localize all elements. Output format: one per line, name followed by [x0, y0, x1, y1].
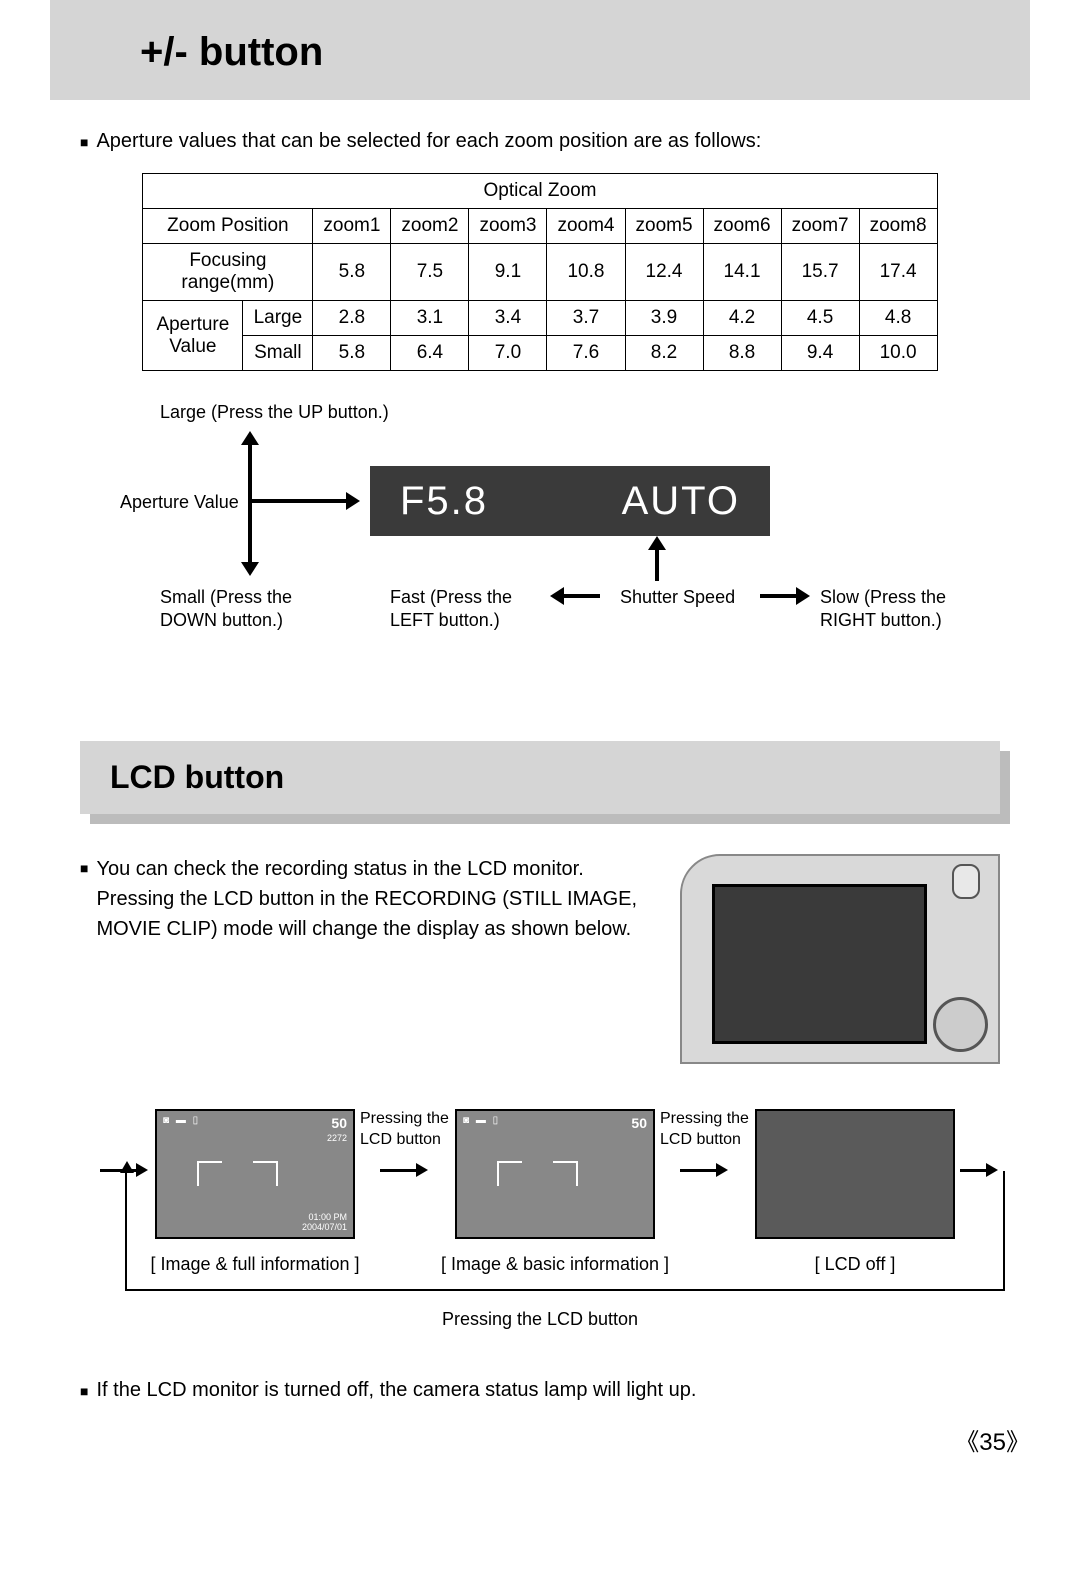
- footnote-line: ■ If the LCD monitor is turned off, the …: [80, 1379, 1000, 1402]
- frame-sub: 2272: [327, 1133, 347, 1143]
- seq-arrow-label-1: Pressing the LCD button: [360, 1109, 449, 1151]
- section2-title: LCD button: [80, 741, 1000, 814]
- lbl-slow: Slow (Press the RIGHT button.): [820, 586, 946, 633]
- hdr-large: Large: [243, 301, 313, 336]
- cell: 4.8: [859, 301, 937, 336]
- cell: 4.2: [703, 301, 781, 336]
- cell: 12.4: [625, 244, 703, 301]
- cell: 17.4: [859, 244, 937, 301]
- lbl-large: Large (Press the UP button.): [160, 401, 389, 424]
- camera-screen: [712, 884, 927, 1044]
- col-zoom: zoom1: [313, 209, 391, 244]
- loop-label: Pressing the LCD button: [80, 1309, 1000, 1330]
- cell: 3.1: [391, 301, 469, 336]
- cell: 4.5: [781, 301, 859, 336]
- lcd-readout: F5.8 AUTO: [370, 466, 770, 536]
- arrow-left-icon: [560, 594, 600, 598]
- lcd-intro-line: ■ You can check the recording status in …: [80, 854, 650, 1044]
- cell: 7.0: [469, 336, 547, 371]
- cell: 7.5: [391, 244, 469, 301]
- arrow-to-lcd-icon: [250, 499, 350, 503]
- lcd-right: AUTO: [622, 479, 740, 524]
- arrow-down-icon: [248, 476, 252, 566]
- cell: 9.1: [469, 244, 547, 301]
- bullet-icon: ■: [80, 1383, 88, 1399]
- cell: 5.8: [313, 336, 391, 371]
- intro-text: Aperture values that can be selected for…: [96, 130, 761, 153]
- col-zoom: zoom2: [391, 209, 469, 244]
- cell: 7.6: [547, 336, 625, 371]
- loop-line: [125, 1171, 1005, 1291]
- cell: 5.8: [313, 244, 391, 301]
- hdr-small: Small: [243, 336, 313, 371]
- col-zoom: zoom6: [703, 209, 781, 244]
- seq-arrow-label-2: Pressing the LCD button: [660, 1109, 749, 1151]
- arrow-right-icon: [760, 594, 800, 598]
- camera-dial: [933, 997, 988, 1052]
- cell: 8.2: [625, 336, 703, 371]
- arrow-shutter-up-icon: [655, 546, 659, 581]
- frame-icons: ◙ ▬ ▯: [463, 1115, 500, 1126]
- hdr-focus: Focusing range(mm): [143, 244, 313, 301]
- col-zoom: zoom7: [781, 209, 859, 244]
- camera-illustration: [680, 854, 1000, 1064]
- cell: 3.9: [625, 301, 703, 336]
- aperture-table: Optical Zoom Zoom Position zoom1 zoom2 z…: [142, 173, 937, 371]
- col-zoom: zoom8: [859, 209, 937, 244]
- lbl-aperture-value: Aperture Value: [120, 491, 239, 514]
- cell: 3.4: [469, 301, 547, 336]
- cell: 9.4: [781, 336, 859, 371]
- hdr-zoom-pos: Zoom Position: [143, 209, 313, 244]
- hdr-aperture: Aperture Value: [143, 301, 243, 371]
- section2-header: LCD button: [80, 741, 1000, 814]
- seq-loop-end-arrow-icon: [100, 1169, 140, 1172]
- frame-icons: ◙ ▬ ▯: [163, 1115, 200, 1126]
- table-top-header: Optical Zoom: [143, 174, 937, 209]
- page-header: +/- button: [50, 0, 1030, 100]
- cell: 10.8: [547, 244, 625, 301]
- lbl-fast: Fast (Press the LEFT button.): [390, 586, 512, 633]
- lcd-sequence-diagram: ◙ ▬ ▯ 50 2272 01:00 PM 2004/07/01 Pressi…: [80, 1109, 1000, 1349]
- footnote-text: If the LCD monitor is turned off, the ca…: [96, 1379, 696, 1402]
- cell: 3.7: [547, 301, 625, 336]
- cell: 14.1: [703, 244, 781, 301]
- col-zoom: zoom5: [625, 209, 703, 244]
- camera-knob: [952, 864, 980, 899]
- col-zoom: zoom3: [469, 209, 547, 244]
- page-title: +/- button: [140, 30, 970, 75]
- cell: 10.0: [859, 336, 937, 371]
- lcd-intro-text: You can check the recording status in th…: [96, 854, 650, 944]
- lbl-small: Small (Press the DOWN button.): [160, 586, 292, 633]
- cell: 8.8: [703, 336, 781, 371]
- page-number-value: 35: [979, 1429, 1006, 1456]
- lcd-left: F5.8: [400, 479, 488, 524]
- cell: 6.4: [391, 336, 469, 371]
- bullet-icon: ■: [80, 858, 88, 879]
- control-diagram: Large (Press the UP button.) Aperture Va…: [80, 401, 1000, 681]
- page-number: 《35》: [0, 1422, 1080, 1487]
- lbl-shutter: Shutter Speed: [620, 586, 735, 609]
- col-zoom: zoom4: [547, 209, 625, 244]
- intro-line: ■ Aperture values that can be selected f…: [80, 130, 1000, 153]
- frame-counter: 50: [331, 1115, 347, 1131]
- cell: 2.8: [313, 301, 391, 336]
- cell: 15.7: [781, 244, 859, 301]
- frame-counter: 50: [631, 1115, 647, 1131]
- bullet-icon: ■: [80, 134, 88, 150]
